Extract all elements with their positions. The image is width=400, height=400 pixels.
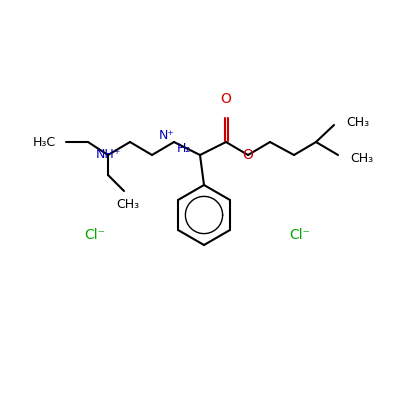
Text: O: O <box>242 148 254 162</box>
Text: CH₃: CH₃ <box>116 198 140 211</box>
Text: CH₃: CH₃ <box>346 116 369 128</box>
Text: CH₃: CH₃ <box>350 152 373 166</box>
Text: Cl⁻: Cl⁻ <box>84 228 106 242</box>
Text: H₃C: H₃C <box>33 136 56 148</box>
Text: Cl⁻: Cl⁻ <box>290 228 310 242</box>
Text: H₂: H₂ <box>177 142 191 155</box>
Text: O: O <box>220 92 232 106</box>
Text: NH⁺: NH⁺ <box>95 148 121 162</box>
Text: N⁺: N⁺ <box>159 129 175 142</box>
